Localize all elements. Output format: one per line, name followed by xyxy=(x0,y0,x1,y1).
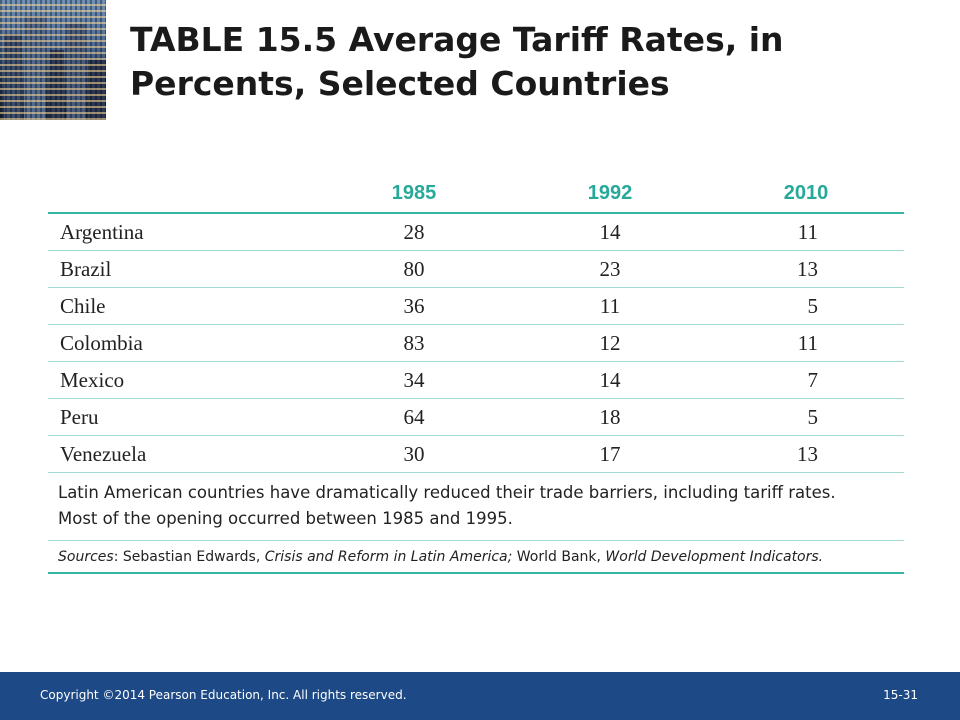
country-name: Argentina xyxy=(60,220,144,244)
value-1992: 18 xyxy=(599,405,621,429)
table-row: Chile 36 11 5 xyxy=(48,288,904,325)
country-name: Peru xyxy=(60,405,99,429)
city-skyline-image xyxy=(0,0,106,120)
column-header-1992: 1992 xyxy=(587,182,633,204)
country-name: Chile xyxy=(60,294,106,318)
slide-title: TABLE 15.5 Average Tariff Rates, in Perc… xyxy=(130,20,784,103)
value-1985: 80 xyxy=(403,257,425,281)
table-note: Latin American countries have dramatical… xyxy=(48,473,904,541)
value-1985: 36 xyxy=(403,294,425,318)
table-row: Argentina 28 14 11 xyxy=(48,214,904,251)
table-row: Brazil 80 23 13 xyxy=(48,251,904,288)
country-name: Colombia xyxy=(60,331,143,355)
country-name: Brazil xyxy=(60,257,112,281)
value-1985: 28 xyxy=(403,220,425,244)
note-line-1: Latin American countries have dramatical… xyxy=(58,483,836,502)
sources-label: Sources xyxy=(58,549,114,565)
table-row: Mexico 34 14 7 xyxy=(48,362,904,399)
value-2010: 13 xyxy=(797,442,818,466)
table-row: Peru 64 18 5 xyxy=(48,399,904,436)
column-header-2010: 2010 xyxy=(783,182,829,204)
value-1992: 23 xyxy=(599,257,621,281)
copyright-text: Copyright ©2014 Pearson Education, Inc. … xyxy=(40,688,407,702)
sources-work-1: Crisis and Reform in Latin America; xyxy=(264,549,513,565)
sources-author-1: : Sebastian Edwards, xyxy=(113,549,265,565)
value-1992: 17 xyxy=(599,442,621,466)
note-line-2: Most of the opening occurred between 198… xyxy=(58,509,513,528)
value-1992: 14 xyxy=(599,220,621,244)
table-row: Colombia 83 12 11 xyxy=(48,325,904,362)
value-2010: 7 xyxy=(807,368,819,392)
table-header: 1985 1992 2010 xyxy=(48,176,904,214)
value-1992: 11 xyxy=(599,294,621,318)
value-1992: 12 xyxy=(599,331,621,355)
sources-author-2: World Bank, xyxy=(512,549,606,565)
value-1985: 64 xyxy=(403,405,425,429)
country-name: Venezuela xyxy=(60,442,147,466)
country-name: Mexico xyxy=(60,368,125,392)
value-2010: 11 xyxy=(797,220,818,244)
value-1985: 34 xyxy=(403,368,425,392)
tariff-table: 1985 1992 2010 Argentina 28 14 11 Brazil… xyxy=(48,176,904,574)
value-2010: 13 xyxy=(797,257,818,281)
value-1985: 30 xyxy=(403,442,425,466)
slide-footer: Copyright ©2014 Pearson Education, Inc. … xyxy=(0,672,960,720)
value-1985: 83 xyxy=(403,331,425,355)
value-2010: 11 xyxy=(797,331,818,355)
sources-work-2: World Development Indicators. xyxy=(605,549,824,565)
value-1992: 14 xyxy=(599,368,621,392)
page-number: 15-31 xyxy=(883,688,918,702)
value-2010: 5 xyxy=(807,405,819,429)
value-2010: 5 xyxy=(807,294,819,318)
column-header-1985: 1985 xyxy=(391,182,437,204)
table-row: Venezuela 30 17 13 xyxy=(48,436,904,473)
table-sources: Sources: Sebastian Edwards, Crisis and R… xyxy=(48,541,904,574)
